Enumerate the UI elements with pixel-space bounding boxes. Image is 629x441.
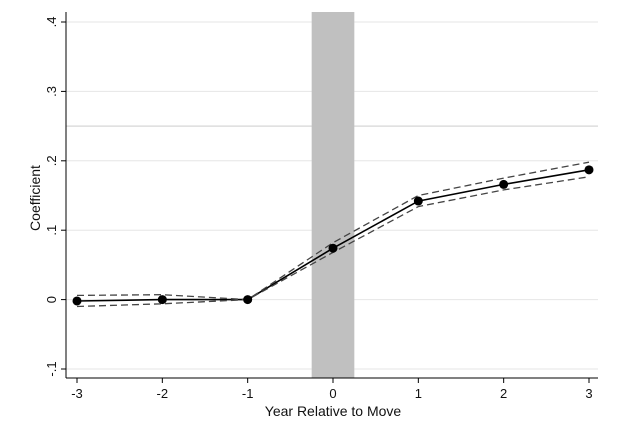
x-tick-label: -2 (157, 386, 169, 401)
estimate-marker (157, 295, 167, 305)
estimate-marker (328, 243, 338, 253)
y-tick-label: .1 (44, 225, 59, 236)
x-axis-title: Year Relative to Move (265, 403, 402, 419)
estimate-marker (584, 165, 594, 175)
y-axis-ticks: -.1 0 .1 .2 .3 .4 (44, 17, 66, 377)
estimate-marker (72, 296, 82, 306)
y-tick-label: 0 (44, 296, 59, 303)
x-tick-label: 3 (585, 386, 592, 401)
estimate-marker (243, 295, 253, 305)
x-axis-ticks: -3 -2 -1 0 1 2 3 (71, 378, 593, 401)
estimate-marker (413, 196, 423, 206)
x-tick-label: 1 (415, 386, 422, 401)
move-year-band (311, 12, 355, 378)
y-tick-label: .4 (44, 17, 59, 28)
x-tick-label: 2 (500, 386, 507, 401)
y-axis-title: Coefficient (27, 165, 43, 231)
x-tick-label: -3 (71, 386, 83, 401)
x-tick-label: -1 (242, 386, 254, 401)
estimate-marker (499, 179, 509, 189)
y-tick-label: .2 (44, 155, 59, 166)
series-markers (72, 165, 594, 306)
x-tick-label: 0 (329, 386, 336, 401)
y-tick-label: .3 (44, 86, 59, 97)
shaded-band (311, 12, 355, 378)
y-tick-label: -.1 (44, 361, 59, 376)
axes (65, 12, 598, 379)
